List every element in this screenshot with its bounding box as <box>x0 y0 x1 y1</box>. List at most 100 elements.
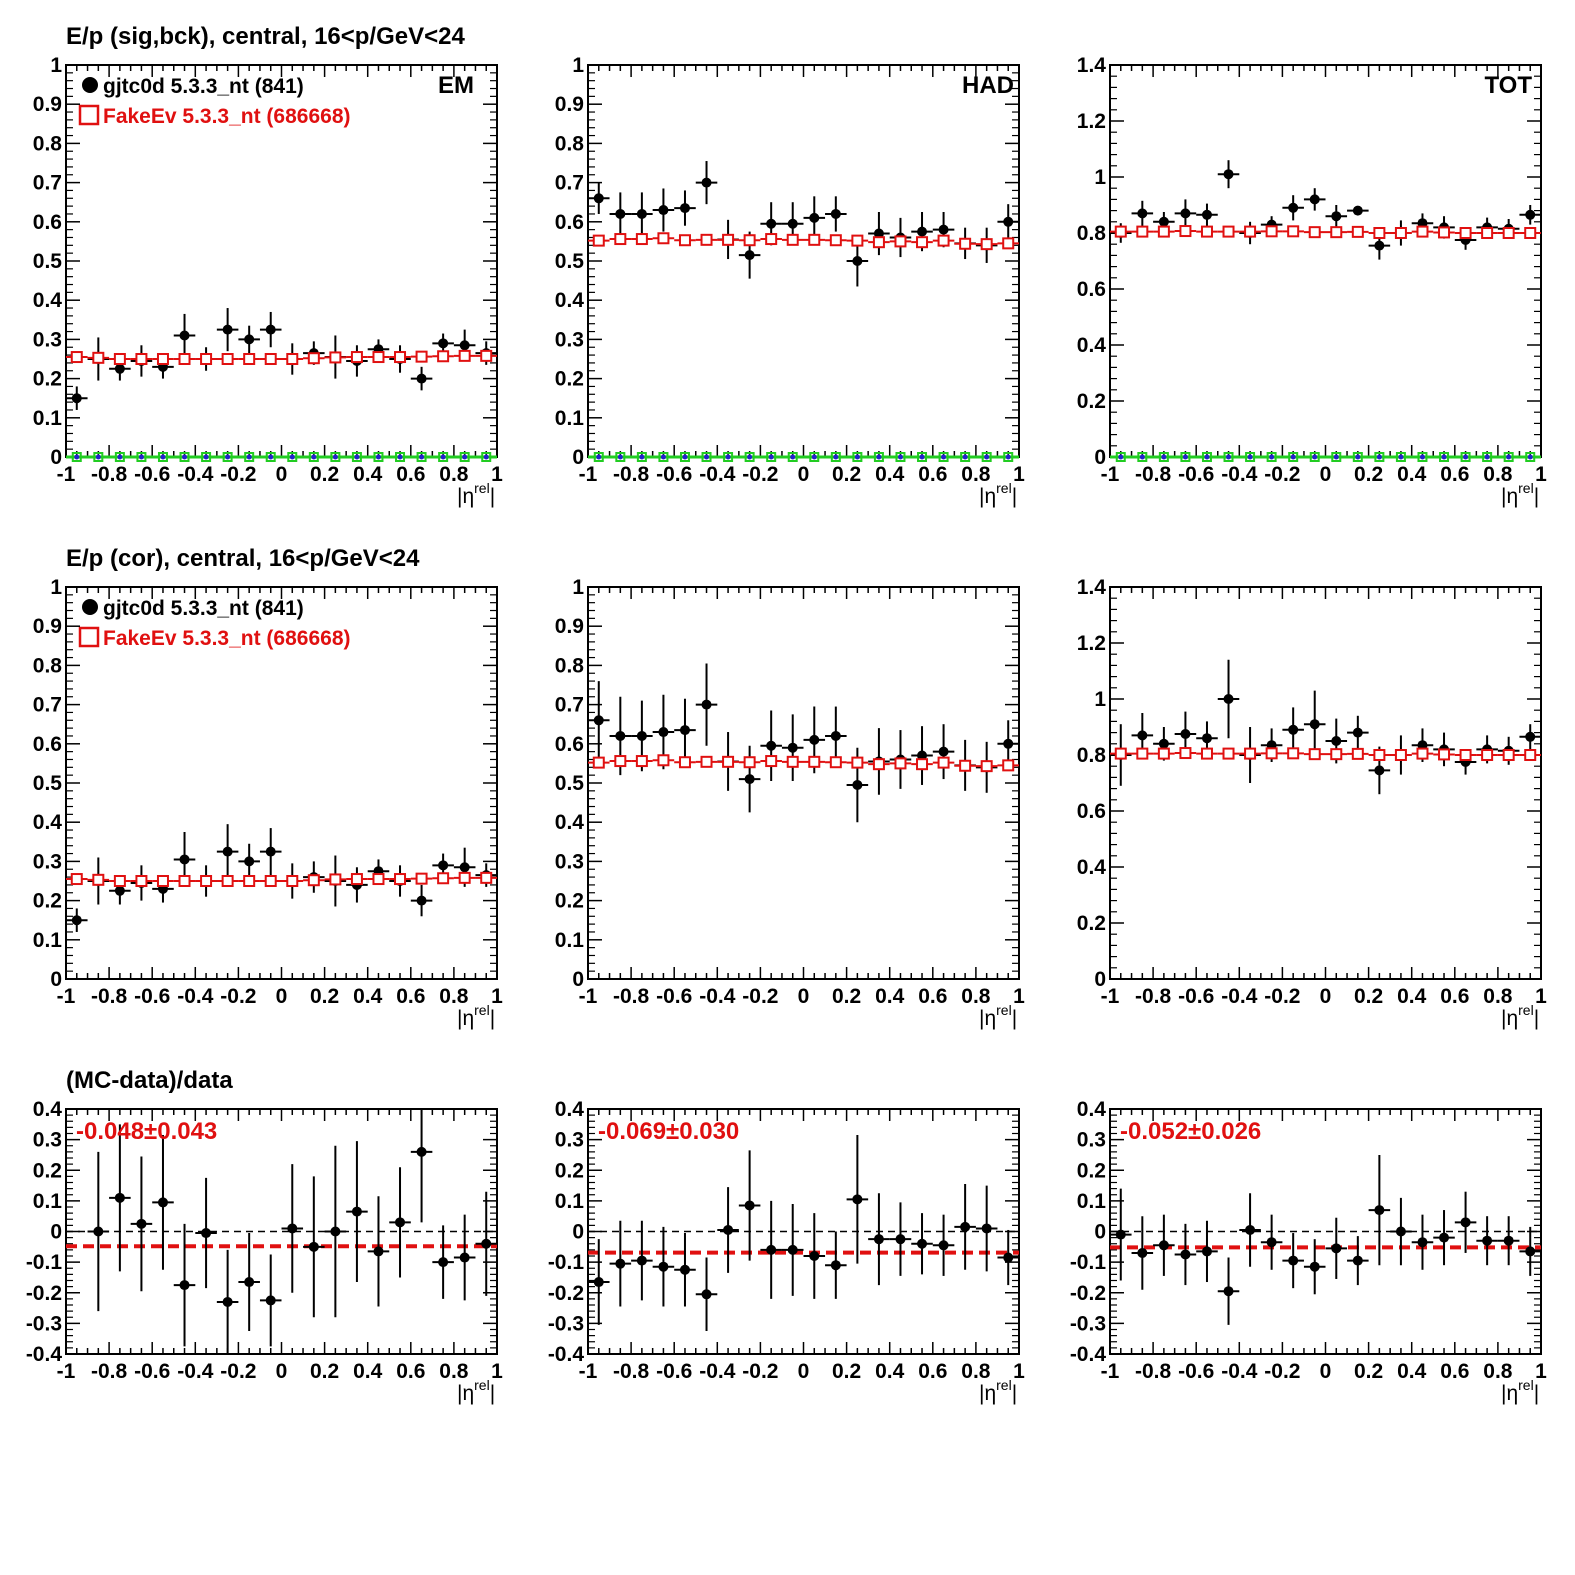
legend-row1: gjtc0d 5.3.3_nt (841) FakeEv 5.3.3_nt (6… <box>78 75 351 128</box>
x-axis-title-sup: rel <box>474 480 490 496</box>
mc-point <box>1438 226 1451 239</box>
x-tick-label: -0.4 <box>1221 1360 1258 1383</box>
mc-point <box>851 756 864 769</box>
bck-point-inner <box>704 454 710 460</box>
mc-point <box>264 353 277 365</box>
y-tick-label: 0.6 <box>555 733 584 756</box>
bck-point-inner <box>1161 454 1167 460</box>
y-tick-label: -0.3 <box>548 1312 584 1335</box>
data-point <box>1201 209 1212 220</box>
data-point <box>636 208 647 219</box>
data-point <box>1417 1237 1428 1248</box>
bck-point <box>873 452 884 462</box>
bck-point <box>593 452 604 462</box>
x-axis-title-main: |η <box>979 1382 996 1405</box>
panel-label-em: EM <box>438 72 474 99</box>
data-point <box>593 715 604 726</box>
data-point <box>287 1223 298 1234</box>
x-tick-label: -0.4 <box>177 1360 214 1383</box>
data-point <box>917 1238 928 1249</box>
data-point <box>1201 1246 1212 1257</box>
x-tick-label: -0.2 <box>742 985 778 1008</box>
x-tick-label: 0 <box>276 985 288 1008</box>
mc-point <box>1002 237 1015 250</box>
bck-point-inner <box>225 454 231 460</box>
bck-point <box>917 452 928 462</box>
data-point <box>960 1221 971 1232</box>
panel-r1c2: -1 -0.8 -0.6 -0.4 -0.2 0 0.2 0.4 0.6 0.8 1 0 0.1 0.2 0… <box>555 54 1025 508</box>
data-point <box>244 856 255 867</box>
bck-point-inner <box>1290 454 1296 460</box>
data-point <box>459 862 470 873</box>
y-tick-label: 0.3 <box>33 1129 62 1152</box>
mc-point <box>243 875 256 887</box>
bck-point-inner <box>617 454 623 460</box>
data-point <box>830 1260 841 1271</box>
data-point <box>1309 194 1320 205</box>
bck-point <box>1180 452 1191 462</box>
x-tick-label: -0.2 <box>1264 985 1300 1008</box>
mc-point <box>1002 759 1015 772</box>
data-point <box>636 1255 647 1266</box>
data-point <box>1331 736 1342 746</box>
x-tick-label: 0.2 <box>1354 985 1383 1008</box>
bck-point <box>1439 452 1450 462</box>
mc-point <box>437 872 450 885</box>
x-tick-label: 0.8 <box>1483 1360 1513 1383</box>
series-open-square <box>588 232 1019 251</box>
x-tick-label: -0.8 <box>91 1360 128 1383</box>
mc-point <box>1330 748 1343 761</box>
x-tick-label: -0.6 <box>1178 463 1214 486</box>
data-point <box>1482 1235 1493 1246</box>
data-point <box>438 338 449 349</box>
bck-point <box>114 452 125 462</box>
y-tick-label: 0.2 <box>1077 1159 1106 1182</box>
mc-point <box>916 236 929 249</box>
mc-point <box>678 756 691 769</box>
legend-data-marker <box>82 77 98 93</box>
data-point <box>416 1146 427 1157</box>
mc-point <box>808 233 821 246</box>
data-point <box>701 1289 712 1300</box>
x-tick-label: 1 <box>1013 985 1025 1008</box>
y-tick-label: 1 <box>1094 688 1106 711</box>
y-tick-label: 0 <box>572 446 584 469</box>
x-tick-label: -0.2 <box>742 1360 778 1383</box>
data-point <box>1003 1252 1014 1263</box>
data-point <box>222 324 233 335</box>
y-tick-label: 0.6 <box>1077 800 1106 823</box>
mc-point <box>657 232 670 245</box>
bck-point-inner <box>833 454 839 460</box>
bck-point <box>1395 452 1406 462</box>
bck-point-inner <box>462 454 468 460</box>
x-tick-label: 0.8 <box>961 1360 991 1383</box>
bck-point <box>1352 452 1363 462</box>
mc-point <box>372 351 385 364</box>
data-point <box>1223 1286 1234 1297</box>
bck-point <box>481 452 492 462</box>
x-tick-label: -1 <box>579 985 598 1008</box>
mc-point <box>786 755 799 768</box>
y-tick-label: 0.3 <box>33 328 62 351</box>
bck-point <box>723 452 734 462</box>
data-point <box>787 1244 798 1255</box>
x-axis-title-close: | <box>1534 485 1539 508</box>
y-tick-label: 0 <box>572 1221 584 1244</box>
x-tick-label: 1 <box>491 463 503 486</box>
bck-point <box>351 452 362 462</box>
plot-frame <box>587 64 1020 458</box>
mc-point <box>592 234 605 247</box>
y-tick-label: 0.8 <box>1077 744 1107 767</box>
data-point <box>809 1251 820 1261</box>
data-point <box>1003 216 1014 227</box>
mc-point <box>1481 749 1494 761</box>
bck-point <box>960 452 971 462</box>
x-tick-label: -0.2 <box>220 463 256 486</box>
data-point <box>744 774 755 785</box>
y-tick-label: 0.2 <box>555 890 584 913</box>
x-axis-title: |ηrel| <box>1501 480 1539 508</box>
x-axis-title-main: |η <box>457 1007 474 1030</box>
data-point <box>1115 1229 1126 1240</box>
y-tick-label: -0.3 <box>1070 1312 1106 1335</box>
data-point <box>1158 216 1169 227</box>
